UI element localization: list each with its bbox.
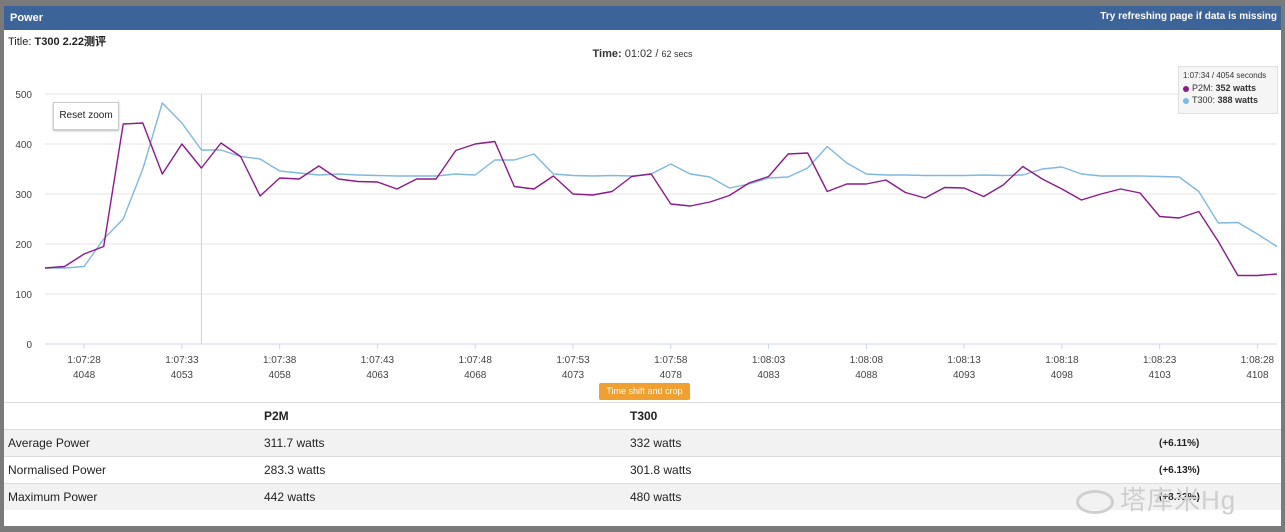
watermark-text: 塔库米Hg bbox=[1120, 485, 1237, 515]
time-shift-crop-button[interactable]: Time shift and crop bbox=[599, 383, 690, 400]
stat-diff: (+8.72%) bbox=[1155, 483, 1281, 510]
x-tick-time: 1:07:28 bbox=[67, 355, 101, 366]
y-tick-label: 200 bbox=[15, 240, 32, 251]
x-tick-time: 1:07:38 bbox=[263, 355, 297, 366]
table-row: Maximum Power 442 watts 480 watts (+8.72… bbox=[4, 483, 1281, 510]
stat-p2m: 311.7 watts bbox=[260, 429, 626, 457]
stats-header-row: P2M T300 bbox=[4, 402, 1281, 430]
x-tick-time: 1:08:13 bbox=[947, 355, 981, 366]
x-tick-time: 1:07:43 bbox=[361, 355, 395, 366]
table-row: Normalised Power 283.3 watts 301.8 watts… bbox=[4, 456, 1281, 484]
x-tick-time: 1:08:18 bbox=[1045, 355, 1079, 366]
x-tick-time: 1:07:33 bbox=[165, 355, 199, 366]
series-line-p2m bbox=[44, 122, 1278, 277]
power-stats-table: P2M T300 Average Power 311.7 watts 332 w… bbox=[4, 402, 1281, 510]
stat-t300: 332 watts bbox=[626, 429, 1155, 457]
x-tick-seconds: 4063 bbox=[366, 370, 389, 381]
x-tick-time: 1:07:53 bbox=[556, 355, 590, 366]
refresh-hint: Try refreshing page if data is missing bbox=[1100, 11, 1277, 22]
weibo-logo-icon bbox=[1076, 490, 1114, 515]
x-tick-seconds: 4103 bbox=[1149, 370, 1172, 381]
time-label: Time: bbox=[592, 48, 622, 60]
stat-label: Average Power bbox=[4, 429, 260, 457]
legend-dot-icon bbox=[1183, 97, 1189, 104]
table-row: Average Power 311.7 watts 332 watts (+6.… bbox=[4, 429, 1281, 457]
reset-zoom-button[interactable]: Reset zoom bbox=[53, 102, 119, 130]
x-tick-seconds: 4093 bbox=[953, 370, 976, 381]
stat-diff: (+6.13%) bbox=[1155, 456, 1281, 484]
power-chart[interactable]: 0 100 200 300 400 500 1:07:28 4048 1:07:33 4053 1:… bbox=[4, 6, 1281, 396]
x-tick-seconds: 4108 bbox=[1246, 370, 1269, 381]
y-tick-label: 100 bbox=[15, 290, 32, 301]
stat-label: Maximum Power bbox=[4, 483, 260, 510]
stats-header-label bbox=[4, 402, 260, 430]
x-tick-seconds: 4078 bbox=[660, 370, 683, 381]
x-tick-seconds: 4098 bbox=[1051, 370, 1074, 381]
activity-title-label: Title: bbox=[8, 36, 32, 48]
x-tick-time: 1:07:48 bbox=[459, 355, 493, 366]
y-tick-label: 400 bbox=[15, 140, 32, 151]
x-tick-seconds: 4068 bbox=[464, 370, 487, 381]
tooltip-row-t300: T300: 388 watts bbox=[1183, 94, 1273, 106]
x-tick-time: 1:08:23 bbox=[1143, 355, 1177, 366]
series-line-t300 bbox=[45, 102, 1278, 269]
stat-t300: 301.8 watts bbox=[626, 456, 1155, 484]
tooltip-row-p2m: P2M: 352 watts bbox=[1183, 82, 1273, 94]
tooltip-series-name: T300 bbox=[1192, 95, 1213, 105]
y-tick-label: 500 bbox=[15, 90, 32, 101]
tooltip-series-value: 352 watts bbox=[1215, 83, 1257, 93]
tooltip-series-value: 388 watts bbox=[1217, 95, 1259, 105]
stats-header-p2m: P2M bbox=[260, 402, 626, 430]
chart-tooltip: 1:07:34 / 4054 seconds P2M: 352 watts T3… bbox=[1178, 66, 1278, 114]
x-tick-time: 1:07:58 bbox=[654, 355, 688, 366]
stat-p2m: 442 watts bbox=[260, 483, 626, 510]
panel-title: Power bbox=[10, 12, 44, 24]
stats-header-diff bbox=[1155, 402, 1281, 430]
stats-header-t300: T300 bbox=[626, 402, 1155, 430]
time-separator: / bbox=[655, 48, 659, 60]
x-tick-time: 1:08:03 bbox=[752, 355, 786, 366]
x-tick-seconds: 4073 bbox=[562, 370, 585, 381]
time-value: 01:02 bbox=[624, 48, 653, 60]
x-tick-seconds: 4058 bbox=[269, 370, 292, 381]
x-tick-seconds: 4088 bbox=[855, 370, 878, 381]
x-tick-seconds: 4048 bbox=[73, 370, 96, 381]
watermark: 塔库米Hg bbox=[1076, 480, 1236, 517]
x-tick-time: 1:08:08 bbox=[850, 355, 884, 366]
legend-dot-icon bbox=[1183, 85, 1189, 92]
time-readout: Time: 01:02 / 62 secs bbox=[4, 48, 1281, 60]
power-panel: Power Try refreshing page if data is mis… bbox=[4, 6, 1281, 526]
x-tick-seconds: 4083 bbox=[757, 370, 780, 381]
stat-p2m: 283.3 watts bbox=[260, 456, 626, 484]
tooltip-header: 1:07:34 / 4054 seconds bbox=[1183, 71, 1267, 80]
stat-label: Normalised Power bbox=[4, 456, 260, 484]
tooltip-series-name: P2M bbox=[1192, 83, 1211, 93]
activity-title: Title: T300 2.22测评 bbox=[8, 33, 106, 49]
panel-header: Power Try refreshing page if data is mis… bbox=[4, 6, 1281, 30]
activity-title-value: T300 2.22测评 bbox=[34, 36, 107, 48]
time-total: 62 secs bbox=[661, 49, 693, 59]
x-tick-seconds: 4053 bbox=[171, 370, 194, 381]
y-tick-label: 300 bbox=[15, 190, 32, 201]
stat-t300: 480 watts bbox=[626, 483, 1155, 510]
x-tick-time: 1:08:28 bbox=[1241, 355, 1275, 366]
y-tick-label: 0 bbox=[26, 340, 32, 351]
stat-diff: (+6.11%) bbox=[1155, 429, 1281, 457]
